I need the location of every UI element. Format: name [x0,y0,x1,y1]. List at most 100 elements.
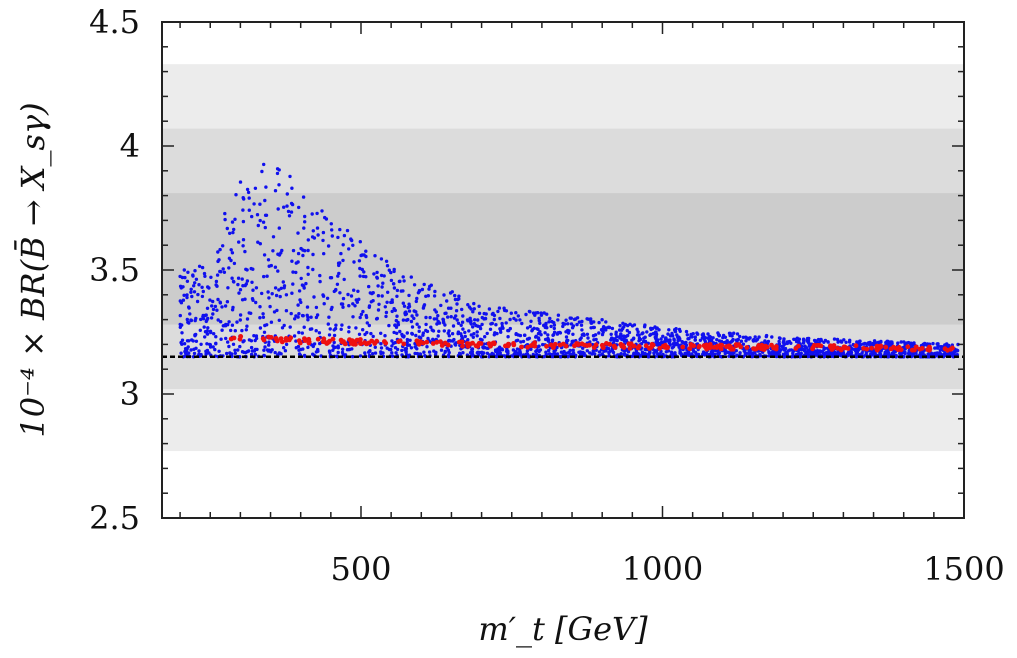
blue-point [487,307,492,311]
blue-point [220,305,224,309]
blue-point [552,323,557,327]
blue-point [424,294,428,298]
blue-point [336,261,341,265]
blue-point [741,335,745,339]
blue-point [581,350,585,355]
blue-point [546,336,550,341]
red-point [730,346,736,352]
blue-point [285,204,289,208]
blue-point [542,354,547,359]
blue-point [240,328,244,333]
blue-point [294,270,298,275]
red-point [302,338,308,343]
blue-point [187,339,191,343]
blue-point [614,330,618,334]
blue-point [208,342,212,347]
blue-point [728,333,732,338]
blue-point [187,306,191,310]
band-2 [162,193,964,325]
red-point [306,340,312,346]
blue-point [181,298,186,302]
blue-point [312,342,317,346]
blue-point [429,283,433,287]
red-point [557,342,563,348]
blue-point [214,283,218,287]
blue-point [513,350,518,354]
red-point [475,343,481,349]
blue-point [604,320,608,324]
blue-point [315,211,319,216]
blue-point [471,335,475,339]
blue-point [191,274,195,278]
blue-point [814,352,819,356]
blue-point [263,198,267,203]
red-point [891,344,896,350]
blue-point [189,348,193,352]
blue-point [459,323,463,327]
blue-point [333,288,338,292]
red-point [751,346,756,351]
blue-point [747,349,751,354]
red-point [661,343,666,349]
blue-point [342,277,346,282]
blue-point [800,344,804,349]
blue-point [410,331,414,336]
blue-point [218,247,222,252]
blue-point [657,328,661,332]
blue-point [186,320,190,324]
blue-point [472,301,476,306]
blue-point [456,330,461,334]
blue-point [498,345,502,349]
blue-point [328,350,332,355]
blue-point [179,340,183,345]
blue-point [258,242,262,246]
blue-point [373,254,377,258]
blue-point [463,334,467,339]
blue-point [288,174,292,179]
blue-point [429,325,433,329]
blue-point [364,315,369,320]
blue-point [246,190,251,195]
blue-point [443,350,447,354]
blue-point [206,326,210,330]
blue-point [179,351,183,355]
blue-point [781,344,785,348]
blue-point [386,290,390,294]
blue-point [410,325,415,329]
blue-point [393,346,398,350]
blue-point [577,320,582,324]
blue-point [296,315,300,319]
blue-point [640,350,645,354]
blue-point [844,340,848,344]
blue-point [405,337,410,342]
blue-point [604,328,608,332]
blue-point [454,314,458,318]
blue-point [179,301,184,305]
blue-point [390,300,394,304]
blue-point [279,286,283,290]
blue-point [500,324,504,329]
blue-point [879,339,883,344]
blue-point [725,339,729,343]
blue-point [546,333,550,337]
blue-point [270,292,274,296]
blue-point [379,257,384,261]
blue-point [253,186,258,190]
blue-point [578,337,582,342]
red-point [718,346,724,352]
red-point [442,340,448,346]
blue-point [218,269,222,274]
blue-point [323,215,327,220]
blue-point [262,162,266,167]
blue-point [404,310,408,314]
y-tick-label: 3 [120,375,140,413]
blue-point [643,351,647,356]
blue-point [538,348,543,352]
blue-point [564,335,569,339]
blue-point [320,209,324,213]
blue-point [200,265,205,270]
blue-point [465,318,470,322]
blue-point [189,318,193,322]
blue-point [528,324,532,329]
blue-point [247,208,251,212]
